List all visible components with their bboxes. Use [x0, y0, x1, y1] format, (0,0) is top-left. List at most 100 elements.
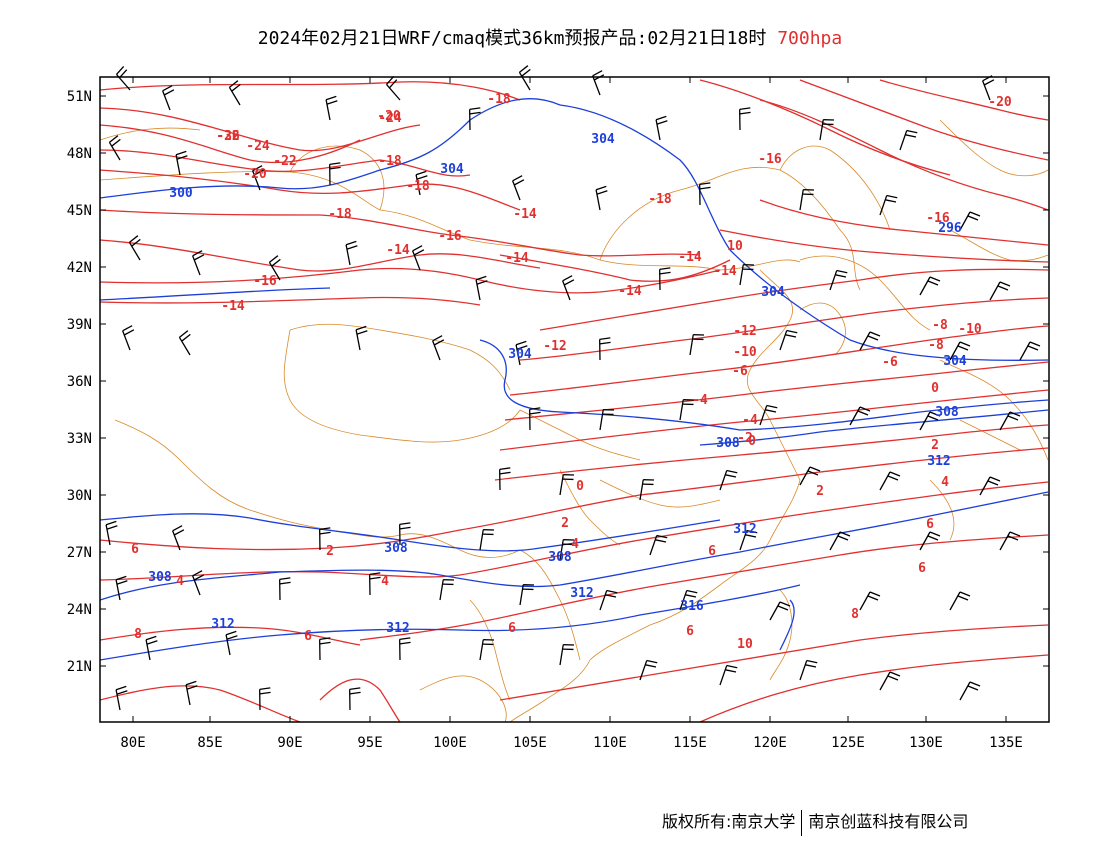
temperature-label: 0	[576, 479, 584, 494]
barb-flag	[686, 589, 698, 594]
wind-barb	[739, 264, 755, 286]
lat-label: 48N	[67, 146, 92, 162]
barb-flag	[656, 120, 668, 125]
barb-staff	[172, 530, 181, 551]
barb-staff	[989, 281, 1001, 301]
wind-barb	[469, 107, 481, 131]
barb-flag	[839, 531, 851, 537]
temperature-label: 6	[926, 517, 934, 532]
border-line	[599, 479, 721, 508]
barb-flag	[967, 685, 979, 691]
barb-flag	[482, 533, 494, 536]
wind-barb	[639, 659, 658, 681]
temperature-label: -18	[648, 192, 672, 207]
barb-staff	[355, 329, 361, 351]
height-label: 304	[440, 162, 464, 177]
wind-barb	[412, 245, 425, 271]
barb-staff	[859, 331, 871, 351]
border-line	[289, 323, 511, 391]
barb-flag	[642, 483, 654, 486]
barb-flag	[254, 169, 265, 176]
barb-flag	[889, 671, 901, 677]
barb-staff	[919, 276, 931, 296]
barb-flag	[725, 669, 737, 673]
barb-flag	[329, 162, 341, 166]
barb-staff	[799, 660, 808, 681]
wind-barb	[259, 687, 271, 711]
barb-flag	[434, 339, 445, 346]
barb-flag	[785, 334, 797, 338]
barb-flag	[646, 659, 658, 664]
lat-label: 24N	[67, 602, 92, 618]
chart-title: 2024年02月21日WRF/cmaq模式36km预报产品:02月21日18时 …	[0, 24, 1100, 50]
lon-label: 85E	[197, 735, 222, 751]
barb-staff	[512, 180, 521, 201]
wind-barb	[529, 407, 541, 431]
barb-flag	[1009, 411, 1021, 417]
temperature-label: -18	[406, 179, 430, 194]
temperature-label: 6	[918, 561, 926, 576]
wind-barb	[175, 150, 188, 176]
barb-staff	[469, 109, 471, 131]
height-contour	[99, 513, 721, 552]
barb-staff	[979, 476, 991, 496]
barb-flag	[515, 340, 527, 346]
barb-staff	[115, 579, 121, 601]
barb-flag	[469, 111, 481, 115]
lon-label: 115E	[673, 735, 707, 751]
temperature-label: 4	[941, 475, 949, 490]
temperature-label: -18	[487, 92, 511, 107]
wind-barb	[599, 589, 618, 611]
temperature-label: -14	[713, 264, 737, 279]
border-line	[799, 302, 846, 356]
barb-flag	[115, 685, 127, 691]
lon-label: 95E	[357, 735, 382, 751]
barb-flag	[349, 687, 361, 691]
lon-label: 130E	[909, 735, 943, 751]
wind-barb	[475, 275, 488, 301]
isotherm	[99, 239, 541, 272]
temperature-label: -22	[273, 154, 296, 169]
barb-flag	[442, 583, 454, 586]
border-line	[114, 419, 521, 558]
wind-barb	[399, 522, 411, 546]
isotherm	[699, 654, 1049, 723]
lat-label: 30N	[67, 488, 92, 504]
border-line	[589, 269, 801, 661]
barb-flag	[984, 79, 995, 86]
border-line	[283, 329, 521, 443]
temperature-label: -6	[732, 364, 748, 379]
barb-staff	[415, 174, 421, 196]
barb-flag	[162, 85, 173, 92]
barb-flag	[563, 644, 575, 646]
geopotential-height-contours	[99, 98, 1049, 661]
border-line	[959, 419, 1021, 451]
barb-flag	[226, 635, 238, 640]
height-label: 312	[927, 454, 950, 469]
wind-barb	[769, 601, 791, 621]
barb-flag	[743, 264, 755, 266]
wind-barb	[719, 469, 738, 491]
wind-barb	[689, 334, 705, 356]
barb-staff	[599, 339, 601, 361]
barb-flag	[483, 529, 495, 531]
temperature-label: 0	[931, 381, 939, 396]
temperature-label: 6	[686, 624, 694, 639]
barb-flag	[522, 588, 534, 591]
barb-staff	[475, 279, 481, 301]
barb-flag	[319, 637, 331, 641]
wind-barb	[122, 325, 135, 351]
barb-flag	[514, 179, 525, 186]
barb-staff	[829, 270, 838, 291]
wind-barb	[679, 399, 695, 421]
barb-staff	[779, 330, 788, 351]
wind-barb	[399, 637, 411, 661]
barb-flag	[655, 115, 667, 121]
barb-flag	[726, 469, 738, 474]
barb-flag	[399, 637, 411, 641]
wind-barb	[799, 659, 818, 681]
wind-barb	[349, 687, 361, 711]
temperature-label: -14	[505, 251, 529, 266]
wind-barb	[595, 185, 608, 211]
